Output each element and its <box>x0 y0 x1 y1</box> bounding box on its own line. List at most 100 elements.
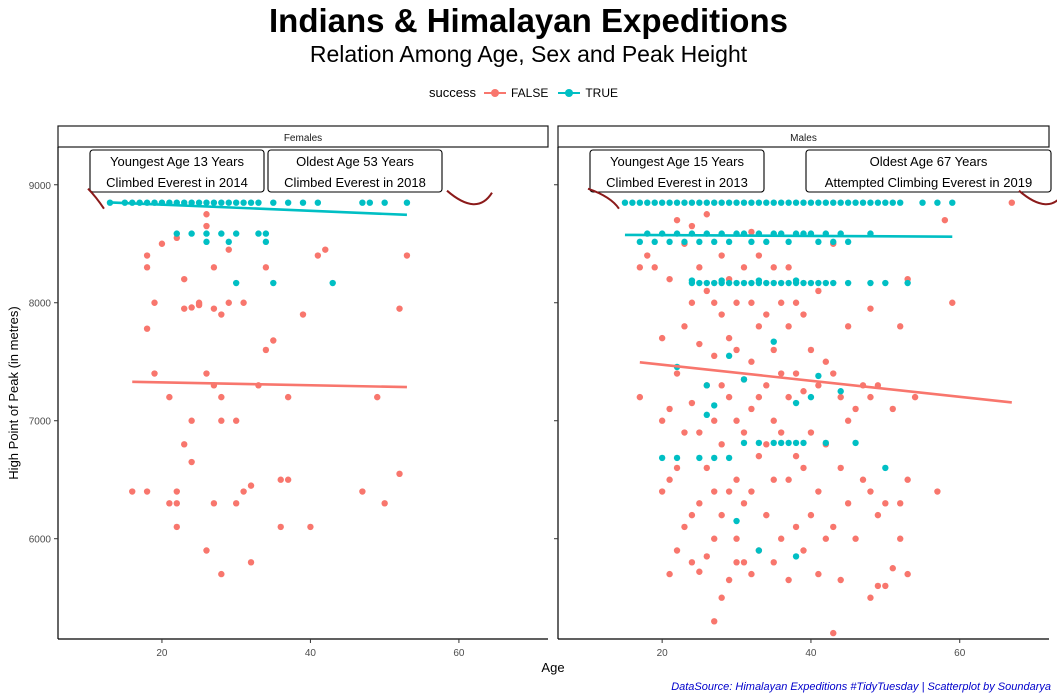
point-false <box>143 488 151 495</box>
point-false <box>755 452 763 460</box>
point-false <box>725 488 733 495</box>
point-false <box>777 299 785 306</box>
point-true <box>830 279 837 287</box>
x-tick-label: 40 <box>805 648 817 659</box>
point-false <box>277 523 284 531</box>
point-false <box>763 311 770 318</box>
point-false <box>203 222 210 230</box>
point-false <box>867 594 874 601</box>
point-false <box>277 476 284 483</box>
point-false <box>748 405 755 413</box>
annotation-arrow <box>587 187 620 210</box>
point-false <box>897 323 904 330</box>
point-true <box>636 199 644 206</box>
panel-females: Females 20 40 60 6000 7000 8000 9000 Youngest Ag… <box>29 125 549 659</box>
point-true <box>763 199 770 206</box>
legend-swatch-true <box>558 87 581 99</box>
point-true <box>740 199 748 206</box>
point-false <box>210 305 218 312</box>
point-true <box>651 199 658 206</box>
point-true <box>837 388 844 395</box>
point-true <box>867 279 874 287</box>
point-false <box>733 476 740 483</box>
point-true <box>203 230 210 237</box>
point-true <box>770 338 777 345</box>
point-true <box>203 199 210 206</box>
point-false <box>740 264 748 271</box>
y-tick-label: 9000 <box>29 181 52 192</box>
point-true <box>852 439 859 447</box>
point-true <box>867 199 874 206</box>
point-false <box>658 488 666 495</box>
point-false <box>733 535 740 542</box>
point-true <box>262 230 270 237</box>
point-true <box>718 277 725 284</box>
point-false <box>673 547 681 554</box>
point-false <box>733 559 740 566</box>
point-false <box>748 228 755 236</box>
point-false <box>748 358 755 365</box>
point-false <box>173 523 180 531</box>
point-false <box>688 299 696 306</box>
y-axis-title: High Point of Peak (in metres) <box>6 306 21 479</box>
point-false <box>785 576 792 584</box>
facet-strip-label: Females <box>284 133 322 144</box>
point-true <box>755 199 763 206</box>
legend-swatch-false <box>483 87 506 99</box>
point-false <box>158 240 166 247</box>
point-true <box>815 279 822 287</box>
point-false <box>666 275 673 283</box>
point-true <box>696 199 703 206</box>
point-false <box>844 323 852 330</box>
point-true <box>262 238 270 246</box>
annotation-frame <box>589 149 765 193</box>
point-true <box>792 277 800 284</box>
point-true <box>203 238 210 246</box>
x-tick-label: 20 <box>657 648 669 659</box>
annotation-frame <box>805 149 1052 193</box>
annotation-box: Youngest Age 15 Years Climbed Everest in … <box>587 149 765 210</box>
point-true <box>770 439 777 447</box>
point-false <box>262 346 270 354</box>
point-false <box>718 252 725 259</box>
point-false <box>904 476 911 483</box>
point-false <box>143 264 151 271</box>
point-false <box>844 500 852 507</box>
point-true <box>255 230 262 237</box>
point-false <box>203 370 210 377</box>
point-true <box>777 439 785 447</box>
point-true <box>666 238 673 246</box>
point-false <box>143 325 151 332</box>
point-false <box>210 500 218 507</box>
point-false <box>711 488 718 495</box>
point-true <box>688 277 696 284</box>
point-true <box>725 454 733 462</box>
point-true <box>740 439 748 447</box>
point-false <box>822 535 830 542</box>
point-true <box>755 277 763 284</box>
point-true <box>381 199 388 206</box>
point-true <box>666 199 673 206</box>
point-false <box>181 275 188 283</box>
point-true <box>673 199 681 206</box>
point-true <box>770 279 777 287</box>
point-true <box>733 199 740 206</box>
point-false <box>681 429 688 436</box>
point-true <box>711 402 718 409</box>
point-false <box>688 511 696 519</box>
point-false <box>644 252 651 259</box>
point-false <box>403 252 411 259</box>
point-false <box>725 576 733 584</box>
annotation-text: Climbed Everest in 2013 <box>606 175 748 190</box>
point-false <box>711 417 718 424</box>
point-false <box>696 429 703 436</box>
point-false <box>195 300 203 308</box>
point-true <box>711 238 718 246</box>
point-true <box>815 372 822 380</box>
point-false <box>262 264 270 271</box>
point-true <box>658 454 666 462</box>
point-false <box>703 211 710 218</box>
facet-strip <box>557 125 1050 148</box>
point-false <box>830 629 837 637</box>
point-true <box>403 199 411 206</box>
